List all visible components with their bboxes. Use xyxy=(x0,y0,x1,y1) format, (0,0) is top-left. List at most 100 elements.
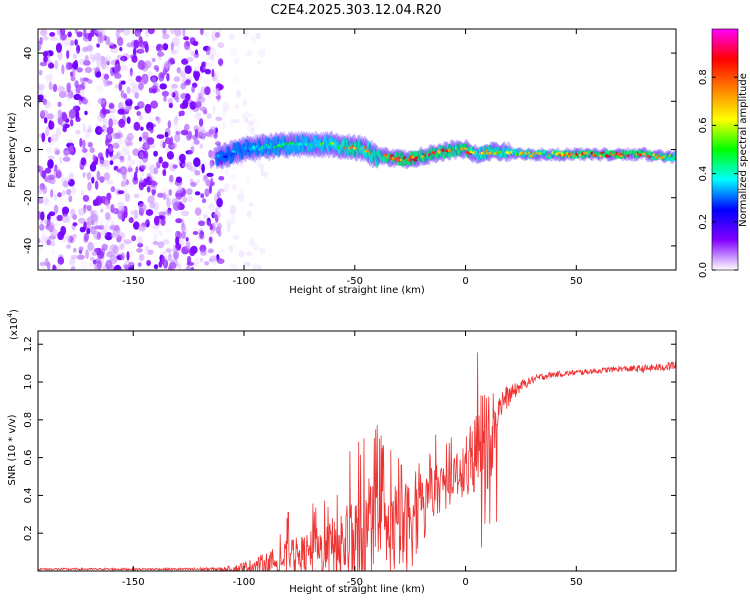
y-tick-label: 0.6 xyxy=(23,450,34,466)
snr-x-ticks: -150 -100 -50 0 50 xyxy=(122,331,583,588)
noise-speckle xyxy=(180,129,189,136)
noise-speckle xyxy=(113,165,119,171)
noise-speckle xyxy=(159,139,165,149)
noise-speckle xyxy=(153,264,159,270)
noise-speckle xyxy=(81,148,88,153)
noise-speckle xyxy=(138,180,145,191)
noise-speckle xyxy=(144,141,149,150)
noise-speckle xyxy=(79,48,86,57)
noise-speckle xyxy=(201,163,205,174)
noise-speckle xyxy=(198,118,204,127)
noise-speckle xyxy=(90,226,96,235)
noise-speckle xyxy=(48,174,55,181)
noise-speckle xyxy=(48,136,52,143)
noise-speckle xyxy=(163,95,167,102)
noise-speckle xyxy=(115,30,120,38)
noise-speckle xyxy=(175,243,182,251)
noise-speckle xyxy=(228,165,237,171)
noise-speckle xyxy=(120,180,126,187)
noise-speckle xyxy=(148,117,156,124)
noise-speckle xyxy=(147,195,155,204)
noise-speckle xyxy=(80,260,88,270)
noise-speckle xyxy=(133,39,140,49)
noise-speckle xyxy=(202,65,206,71)
noise-speckle xyxy=(99,218,106,226)
noise-speckle xyxy=(137,116,143,125)
noise-speckle xyxy=(194,71,200,82)
noise-speckle xyxy=(229,33,235,40)
noise-speckle xyxy=(223,182,230,193)
noise-speckle xyxy=(229,264,238,270)
noise-speckle xyxy=(90,256,95,262)
noise-speckle xyxy=(86,221,92,231)
noise-speckle xyxy=(206,172,214,177)
noise-speckle xyxy=(184,65,192,74)
noise-speckle xyxy=(67,178,75,187)
noise-speckle xyxy=(139,176,143,184)
noise-speckle xyxy=(62,180,69,188)
noise-speckle xyxy=(103,231,107,237)
noise-speckle xyxy=(213,211,221,219)
noise-speckle xyxy=(208,202,215,211)
noise-speckle xyxy=(39,61,48,67)
noise-speckle xyxy=(150,181,158,187)
noise-speckle xyxy=(162,43,169,51)
noise-speckle xyxy=(45,146,53,155)
noise-speckle xyxy=(100,208,104,213)
noise-speckle xyxy=(187,195,193,203)
noise-speckle xyxy=(200,193,205,199)
noise-speckle xyxy=(156,134,165,140)
noise-speckle xyxy=(213,133,218,139)
noise-speckle xyxy=(89,53,95,60)
noise-speckle xyxy=(199,106,207,112)
noise-speckle xyxy=(94,180,99,190)
noise-speckle xyxy=(79,137,83,148)
noise-speckle xyxy=(217,58,224,66)
noise-speckle xyxy=(144,245,149,251)
noise-speckle xyxy=(216,50,220,60)
noise-speckle xyxy=(158,260,163,268)
noise-speckle xyxy=(255,33,261,39)
noise-speckle xyxy=(162,194,170,200)
noise-speckle xyxy=(87,241,94,252)
noise-speckle xyxy=(131,235,137,242)
noise-speckle xyxy=(179,187,186,197)
noise-speckle xyxy=(53,193,58,201)
noise-speckle xyxy=(102,29,106,40)
noise-speckle xyxy=(49,135,54,146)
noise-speckle xyxy=(97,250,105,259)
noise-speckle xyxy=(60,225,67,236)
noise-speckle xyxy=(198,233,205,241)
noise-speckle xyxy=(136,235,144,245)
noise-speckle xyxy=(170,42,174,51)
noise-speckle xyxy=(171,247,178,253)
noise-speckle xyxy=(204,68,211,75)
noise-speckle xyxy=(159,40,164,50)
noise-speckle xyxy=(62,209,68,217)
noise-speckle xyxy=(81,98,88,105)
noise-speckle xyxy=(79,77,83,82)
noise-speckle xyxy=(200,249,207,256)
noise-speckle xyxy=(156,51,165,57)
noise-speckle xyxy=(217,42,225,48)
noise-speckle xyxy=(123,239,132,245)
noise-speckle xyxy=(165,147,169,154)
noise-speckle xyxy=(244,117,249,124)
noise-speckle xyxy=(141,172,145,177)
noise-speckle xyxy=(86,140,90,147)
snr-scale-base: (x10 xyxy=(9,317,20,340)
noise-speckle xyxy=(228,244,234,253)
noise-speckle xyxy=(169,58,175,63)
noise-speckle xyxy=(69,257,75,265)
noise-speckle xyxy=(145,161,150,170)
noise-speckle xyxy=(61,190,66,196)
noise-speckle xyxy=(104,198,109,206)
noise-speckle xyxy=(173,116,178,126)
noise-speckle xyxy=(176,67,181,74)
noise-speckle xyxy=(114,84,120,89)
noise-speckle xyxy=(117,245,123,251)
noise-speckle xyxy=(152,201,160,211)
noise-speckle xyxy=(137,159,145,168)
noise-speckle xyxy=(245,251,253,256)
noise-speckle xyxy=(203,175,208,181)
